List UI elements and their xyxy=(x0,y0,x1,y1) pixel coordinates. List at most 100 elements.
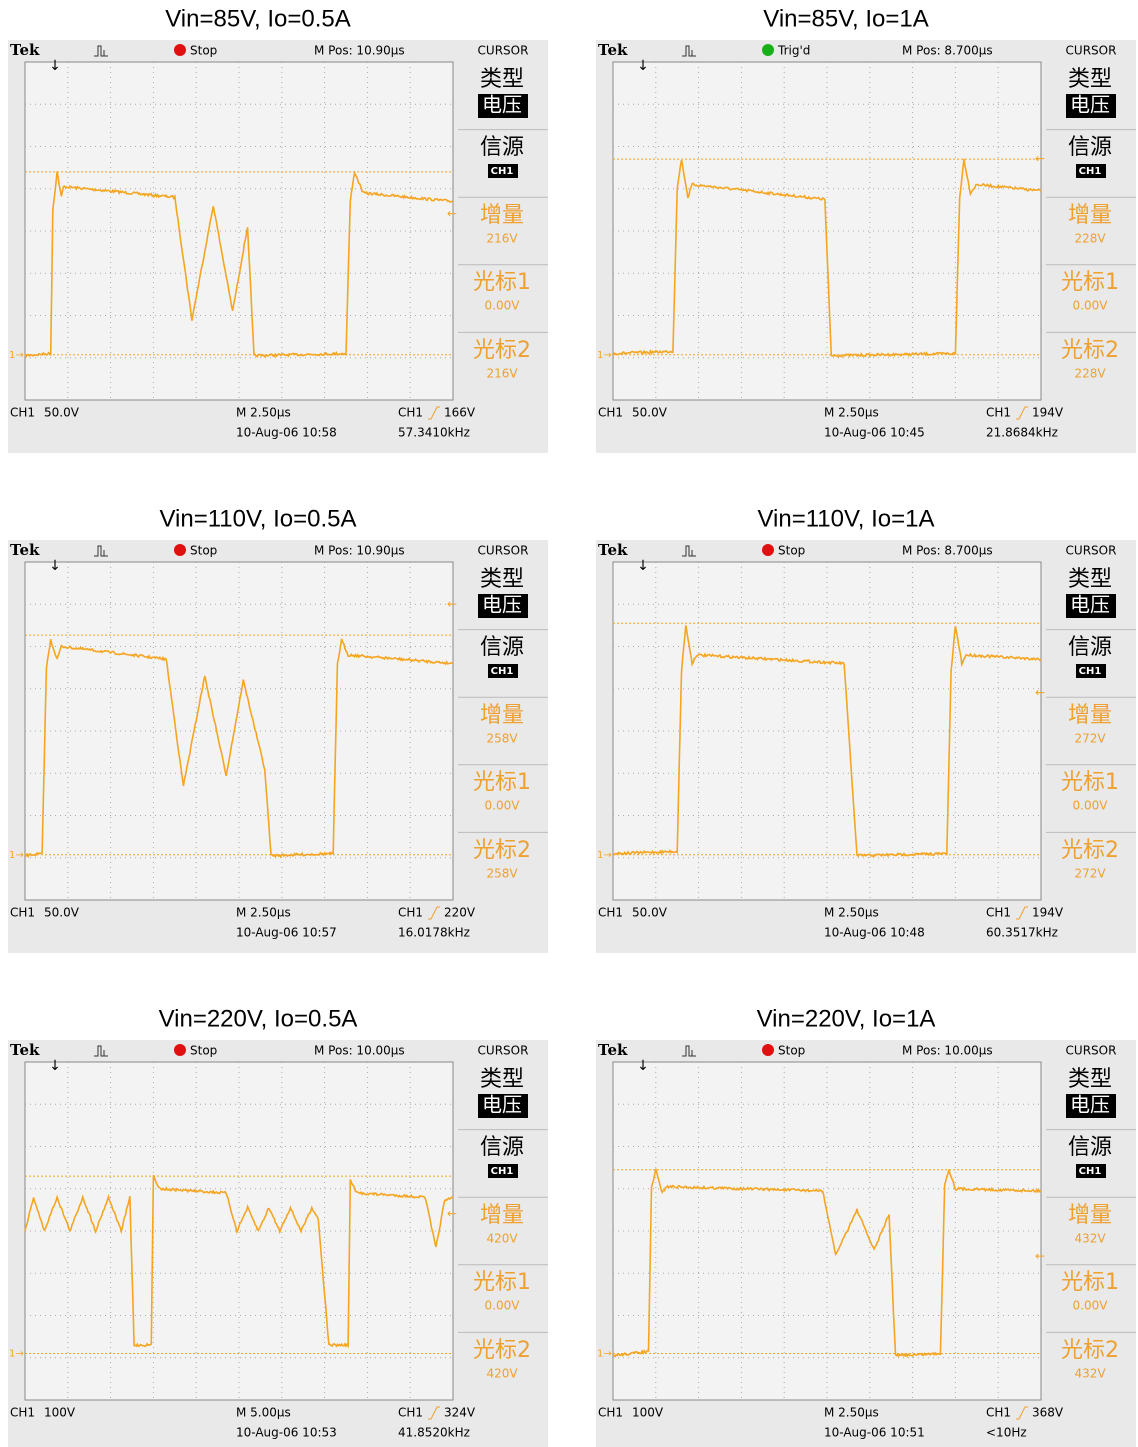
m-pos: M Pos: 8.700µs xyxy=(902,44,993,58)
frequency: 16.0178kHz xyxy=(398,926,470,940)
menu-label: 光标1 xyxy=(1061,1270,1119,1295)
menu-value: 228V xyxy=(1074,367,1106,381)
menu-type: 类型 xyxy=(480,567,524,592)
trigger-channel: CH1 xyxy=(398,906,423,920)
menu-voltage: 电压 xyxy=(482,93,522,117)
timebase: M 2.50µs xyxy=(236,406,291,420)
status-icon xyxy=(762,44,774,56)
menu-label: 光标2 xyxy=(473,1338,531,1363)
trigger-value: 194V xyxy=(1032,906,1064,920)
menu-title: CURSOR xyxy=(478,44,529,58)
panel-title: Vin=110V, Io=0.5A xyxy=(159,505,356,532)
menu-title: CURSOR xyxy=(1066,44,1117,58)
menu-label: 光标2 xyxy=(473,338,531,363)
menu-ch1: CH1 xyxy=(491,666,514,677)
channel: CH1 xyxy=(598,1406,623,1420)
status-icon xyxy=(174,44,186,56)
menu-value: 216V xyxy=(486,367,518,381)
trigger-value: 194V xyxy=(1032,406,1064,420)
volts-per-div: 50.0V xyxy=(44,406,80,420)
menu-label: 光标1 xyxy=(473,770,531,795)
status-icon xyxy=(174,544,186,556)
date: 10-Aug-06 10:57 xyxy=(236,926,337,940)
menu-label: 增量 xyxy=(480,1203,524,1228)
volts-per-div: 100V xyxy=(44,1406,76,1420)
menu-value: 0.00V xyxy=(485,1299,521,1313)
menu-label: 增量 xyxy=(480,203,524,228)
status: Stop xyxy=(190,1044,217,1058)
ground-marker: 1→ xyxy=(9,350,24,361)
m-pos: M Pos: 10.90µs xyxy=(314,44,405,58)
channel: CH1 xyxy=(10,406,35,420)
trigger-level: ← xyxy=(447,597,457,611)
menu-label: 光标2 xyxy=(473,838,531,863)
trigger-level: ← xyxy=(1035,152,1045,166)
menu-value: 432V xyxy=(1074,1232,1106,1246)
brand: Tek xyxy=(10,41,40,59)
scope-screen: TekStopM Pos: 10.90µsCURSOR↓1→←类型电压信源CH1… xyxy=(8,40,548,453)
frequency: <10Hz xyxy=(986,1426,1027,1440)
menu-value: 0.00V xyxy=(1073,299,1109,313)
panel-title: Vin=220V, Io=1A xyxy=(757,1005,936,1032)
menu-value: 0.00V xyxy=(485,799,521,813)
status: Trig'd xyxy=(777,44,810,58)
menu-value: 432V xyxy=(1074,1367,1106,1381)
menu-source: 信源 xyxy=(1068,635,1112,660)
m-pos: M Pos: 8.700µs xyxy=(902,544,993,558)
menu-ch1: CH1 xyxy=(491,1166,514,1177)
menu-label: 光标2 xyxy=(1061,1338,1119,1363)
menu-type: 类型 xyxy=(1068,1067,1112,1092)
timebase: M 2.50µs xyxy=(824,906,879,920)
menu-type: 类型 xyxy=(480,67,524,92)
trigger-level: ← xyxy=(1035,685,1045,699)
menu-value: 0.00V xyxy=(1073,1299,1109,1313)
trigger-channel: CH1 xyxy=(986,406,1011,420)
status-icon xyxy=(762,1044,774,1056)
scope-screen: TekTrig'dM Pos: 8.700µsCURSOR↓1→←类型电压信源C… xyxy=(596,40,1136,453)
menu-ch1: CH1 xyxy=(1079,666,1102,677)
trigger-level: ← xyxy=(447,1207,457,1221)
menu-ch1: CH1 xyxy=(1079,166,1102,177)
menu-value: 0.00V xyxy=(485,299,521,313)
menu-voltage: 电压 xyxy=(1070,1093,1110,1117)
menu-source: 信源 xyxy=(480,135,524,160)
menu-label: 增量 xyxy=(1068,203,1112,228)
m-pos: M Pos: 10.00µs xyxy=(902,1044,993,1058)
menu-label: 光标1 xyxy=(1061,770,1119,795)
menu-type: 类型 xyxy=(1068,67,1112,92)
menu-value: 258V xyxy=(486,867,518,881)
frequency: 57.3410kHz xyxy=(398,426,470,440)
trigger-pos: ↓ xyxy=(49,1058,61,1074)
ground-marker: 1→ xyxy=(9,850,24,861)
menu-label: 增量 xyxy=(1068,1203,1112,1228)
menu-title: CURSOR xyxy=(478,1044,529,1058)
trigger-level: ← xyxy=(447,207,457,221)
trigger-pos: ↓ xyxy=(637,1058,649,1074)
status-icon xyxy=(174,1044,186,1056)
menu-value: 228V xyxy=(1074,232,1106,246)
figure: Vin=85V, Io=0.5ATekStopM Pos: 10.90µsCUR… xyxy=(0,0,1138,1447)
menu-label: 增量 xyxy=(1068,703,1112,728)
channel: CH1 xyxy=(598,906,623,920)
menu-value: 420V xyxy=(486,1367,518,1381)
timebase: M 5.00µs xyxy=(236,1406,291,1420)
trigger-value: 220V xyxy=(444,906,476,920)
panel-title: Vin=85V, Io=1A xyxy=(763,5,929,32)
menu-value: 420V xyxy=(486,1232,518,1246)
panel-title: Vin=110V, Io=1A xyxy=(757,505,934,532)
menu-source: 信源 xyxy=(480,635,524,660)
brand: Tek xyxy=(598,41,628,59)
menu-ch1: CH1 xyxy=(1079,1166,1102,1177)
date: 10-Aug-06 10:58 xyxy=(236,426,337,440)
menu-voltage: 电压 xyxy=(482,593,522,617)
brand: Tek xyxy=(598,541,628,559)
trigger-value: 166V xyxy=(444,406,476,420)
trigger-channel: CH1 xyxy=(398,406,423,420)
menu-value: 272V xyxy=(1074,867,1106,881)
menu-type: 类型 xyxy=(480,1067,524,1092)
menu-value: 0.00V xyxy=(1073,799,1109,813)
trigger-pos: ↓ xyxy=(49,58,61,74)
date: 10-Aug-06 10:51 xyxy=(824,1426,925,1440)
